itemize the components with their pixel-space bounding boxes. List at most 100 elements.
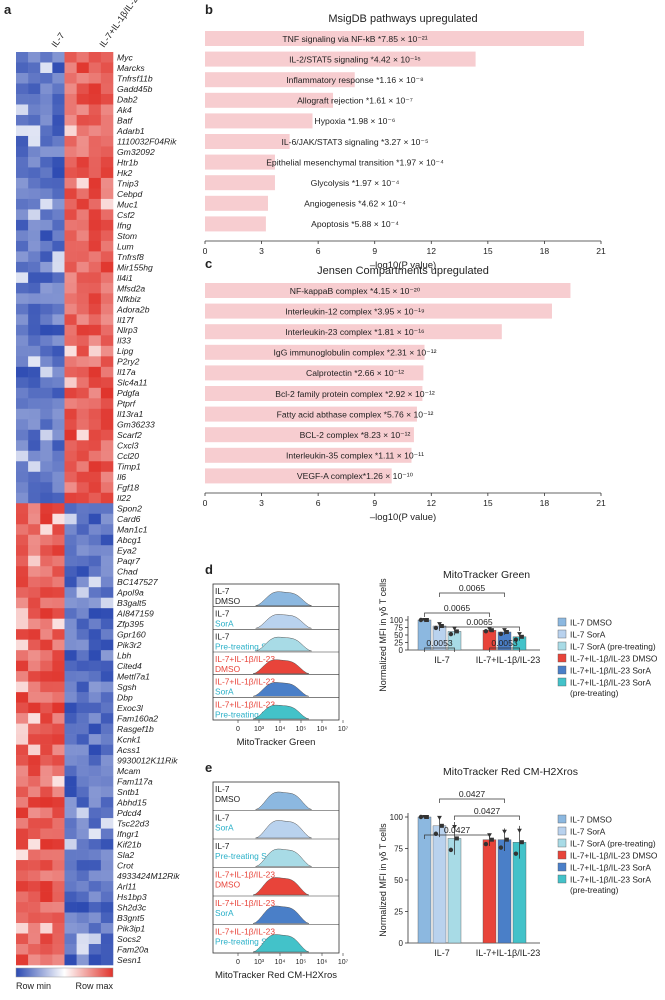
heatmap-cell [76, 797, 90, 808]
heatmap-cell [28, 209, 41, 221]
heatmap-cell [52, 786, 65, 798]
tick-label: 12 [427, 498, 437, 508]
heatmap-cell [100, 167, 114, 179]
heatmap-cell [88, 587, 102, 599]
gene-label: Adarb1 [116, 126, 145, 136]
heatmap-cell [40, 503, 53, 515]
heatmap-cell [52, 912, 65, 924]
heatmap-cell [52, 933, 65, 945]
heatmap-cell [28, 839, 41, 850]
heatmap-cell [64, 167, 77, 179]
heatmap-cell [76, 608, 90, 619]
significance-label: 0.0065 [466, 617, 493, 627]
heatmap-cell [40, 314, 53, 326]
heatmap-cell [64, 450, 77, 462]
gene-label: Mettl7a1 [117, 672, 150, 682]
data-point [454, 629, 459, 634]
bar-label: Allograft rejection *1.61 × 10⁻⁷ [297, 96, 413, 106]
heatmap-cell [40, 461, 53, 473]
significance-bracket [439, 592, 505, 597]
heatmap-cell [16, 870, 29, 882]
heatmap-cell [88, 954, 102, 966]
heatmap-cell [52, 440, 65, 452]
significance-label: 0.0427 [444, 825, 471, 835]
heatmap-cell [28, 167, 41, 179]
heatmap-cell [28, 608, 41, 619]
heatmap-cell [16, 734, 29, 745]
heatmap-cell [40, 597, 53, 609]
legend-min-label: Row min [16, 981, 51, 991]
heatmap-cell [40, 534, 53, 546]
group-label: IL-7 [434, 948, 450, 958]
heatmap-cell [88, 723, 102, 735]
gene-label: Mfsd2a [117, 283, 145, 293]
heatmap-cell [52, 576, 65, 588]
gene-label: Slc4a11 [117, 378, 148, 388]
heatmap-cell [88, 440, 102, 452]
heatmap-cell [64, 734, 77, 745]
heatmap-cell [76, 513, 90, 525]
heatmap-cell [76, 324, 90, 336]
heatmap-cell [28, 618, 41, 630]
heatmap-cell [28, 219, 41, 231]
heatmap-cell [52, 870, 65, 882]
heatmap-cell [40, 828, 53, 840]
heatmap-cell [40, 786, 53, 798]
heatmap-cell [28, 482, 41, 494]
heatmap-cell [100, 104, 114, 116]
heatmap-cell [88, 807, 102, 819]
data-point [519, 634, 524, 639]
heatmap-cell [28, 440, 41, 452]
legend-label: IL-7+IL-1β/IL-23 SorA [570, 678, 651, 688]
heatmap-cell [28, 104, 41, 116]
heatmap-cell [28, 513, 41, 525]
flow-row-label: IL-7+IL-1β/IL-23 [215, 870, 275, 880]
significance-bracket [454, 815, 520, 820]
heatmap-cell [40, 62, 53, 74]
heatmap-cell [64, 860, 77, 871]
significance-bracket [439, 798, 505, 803]
heatmap-cell [40, 492, 53, 504]
heatmap-cell [52, 282, 65, 294]
heatmap-cell [40, 293, 53, 305]
legend-swatch [557, 814, 567, 824]
heatmap-cell [40, 345, 53, 357]
heatmap-cell [16, 303, 29, 315]
heatmap-cell [64, 849, 77, 861]
heatmap-cell [76, 723, 90, 735]
heatmap-cell [40, 902, 53, 913]
bar [205, 31, 585, 46]
heatmap-cell [76, 870, 90, 882]
heatmap-cell [76, 702, 90, 714]
legend-swatch [557, 850, 567, 860]
data-point [513, 851, 519, 856]
heatmap-cell [16, 125, 29, 137]
heatmap-cell [40, 114, 53, 126]
bar [205, 324, 502, 340]
heatmap-cell [100, 471, 114, 483]
chart-jensen: Jensen Compartments upregulated NF-kappaB… [203, 265, 606, 523]
bar-label: Fatty acid abthase complex *5.76 × 10⁻¹² [277, 409, 434, 419]
tick-label: 0 [399, 939, 404, 948]
heatmap-cell [28, 156, 41, 168]
tick-label: 15 [483, 498, 493, 508]
heatmap-cell [88, 818, 102, 829]
flow-row-label: Pre-treating SorA [215, 709, 280, 719]
heatmap-cell [64, 954, 77, 966]
gene-label: Fam117a [117, 776, 153, 786]
bar [205, 154, 275, 170]
heatmap-cell [76, 933, 90, 945]
tick-label: 75 [394, 845, 403, 854]
heatmap-cell [76, 356, 90, 368]
heatmap-cell [40, 356, 53, 368]
heatmap-cell [76, 114, 90, 126]
heatmap-cell [16, 755, 29, 766]
panel-label-b: b [205, 2, 213, 17]
heatmap-cell [52, 72, 65, 84]
heatmap-cell [100, 114, 114, 126]
heatmap-cell [28, 597, 41, 609]
heatmap-cell [40, 261, 53, 273]
heatmap-cell [16, 681, 29, 693]
heatmap-cell [16, 587, 29, 599]
heatmap-cell [16, 618, 29, 630]
